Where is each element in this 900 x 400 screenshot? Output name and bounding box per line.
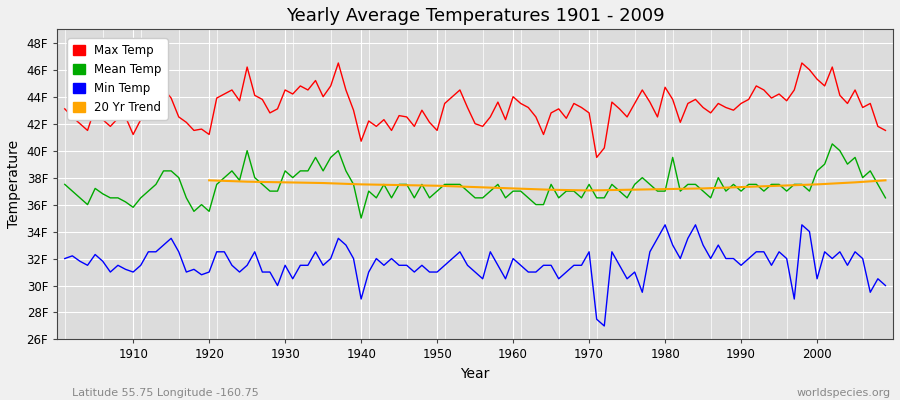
X-axis label: Year: Year — [461, 367, 490, 381]
Mean Temp — [827, 142, 838, 146]
Max Temp — [340, 88, 351, 92]
Mean Temp — [120, 200, 130, 204]
20 Yr Trend — [242, 179, 253, 184]
Mean Temp — [59, 182, 70, 187]
20 Yr Trend — [356, 182, 366, 187]
20 Yr Trend — [584, 188, 595, 193]
Max Temp — [508, 94, 518, 99]
Max Temp — [287, 92, 298, 96]
20 Yr Trend — [774, 183, 785, 188]
Mean Temp — [607, 182, 617, 187]
20 Yr Trend — [880, 178, 891, 183]
Line: Max Temp: Max Temp — [65, 63, 886, 158]
20 Yr Trend — [698, 186, 708, 191]
20 Yr Trend — [660, 187, 670, 192]
Min Temp — [500, 276, 511, 281]
20 Yr Trend — [203, 178, 214, 183]
Min Temp — [59, 256, 70, 261]
Min Temp — [508, 256, 518, 261]
Min Temp — [660, 222, 670, 227]
Max Temp — [880, 128, 891, 133]
Mean Temp — [880, 196, 891, 200]
Title: Yearly Average Temperatures 1901 - 2009: Yearly Average Temperatures 1901 - 2009 — [286, 7, 664, 25]
Mean Temp — [333, 148, 344, 153]
Min Temp — [333, 236, 344, 241]
Max Temp — [591, 155, 602, 160]
Min Temp — [598, 324, 609, 328]
Max Temp — [59, 106, 70, 111]
20 Yr Trend — [432, 183, 443, 188]
Min Temp — [287, 276, 298, 281]
20 Yr Trend — [508, 186, 518, 191]
Max Temp — [120, 114, 130, 119]
Text: worldspecies.org: worldspecies.org — [796, 388, 891, 398]
Mean Temp — [516, 189, 526, 194]
Max Temp — [614, 106, 625, 111]
20 Yr Trend — [470, 185, 481, 190]
Min Temp — [607, 250, 617, 254]
Mean Temp — [287, 175, 298, 180]
20 Yr Trend — [850, 180, 860, 185]
Min Temp — [120, 267, 130, 272]
Line: Mean Temp: Mean Temp — [65, 144, 886, 218]
Min Temp — [880, 283, 891, 288]
20 Yr Trend — [622, 187, 633, 192]
Max Temp — [516, 101, 526, 106]
Max Temp — [333, 60, 344, 65]
Mean Temp — [356, 216, 366, 220]
Y-axis label: Temperature: Temperature — [7, 140, 21, 228]
20 Yr Trend — [735, 185, 746, 190]
Line: Min Temp: Min Temp — [65, 225, 886, 326]
20 Yr Trend — [545, 187, 556, 192]
Mean Temp — [508, 189, 518, 194]
Legend: Max Temp, Mean Temp, Min Temp, 20 Yr Trend: Max Temp, Mean Temp, Min Temp, 20 Yr Tre… — [68, 38, 167, 120]
20 Yr Trend — [280, 180, 291, 185]
Line: 20 Yr Trend: 20 Yr Trend — [209, 180, 886, 190]
20 Yr Trend — [318, 181, 328, 186]
20 Yr Trend — [393, 183, 404, 188]
Text: Latitude 55.75 Longitude -160.75: Latitude 55.75 Longitude -160.75 — [72, 388, 259, 398]
20 Yr Trend — [812, 182, 823, 187]
